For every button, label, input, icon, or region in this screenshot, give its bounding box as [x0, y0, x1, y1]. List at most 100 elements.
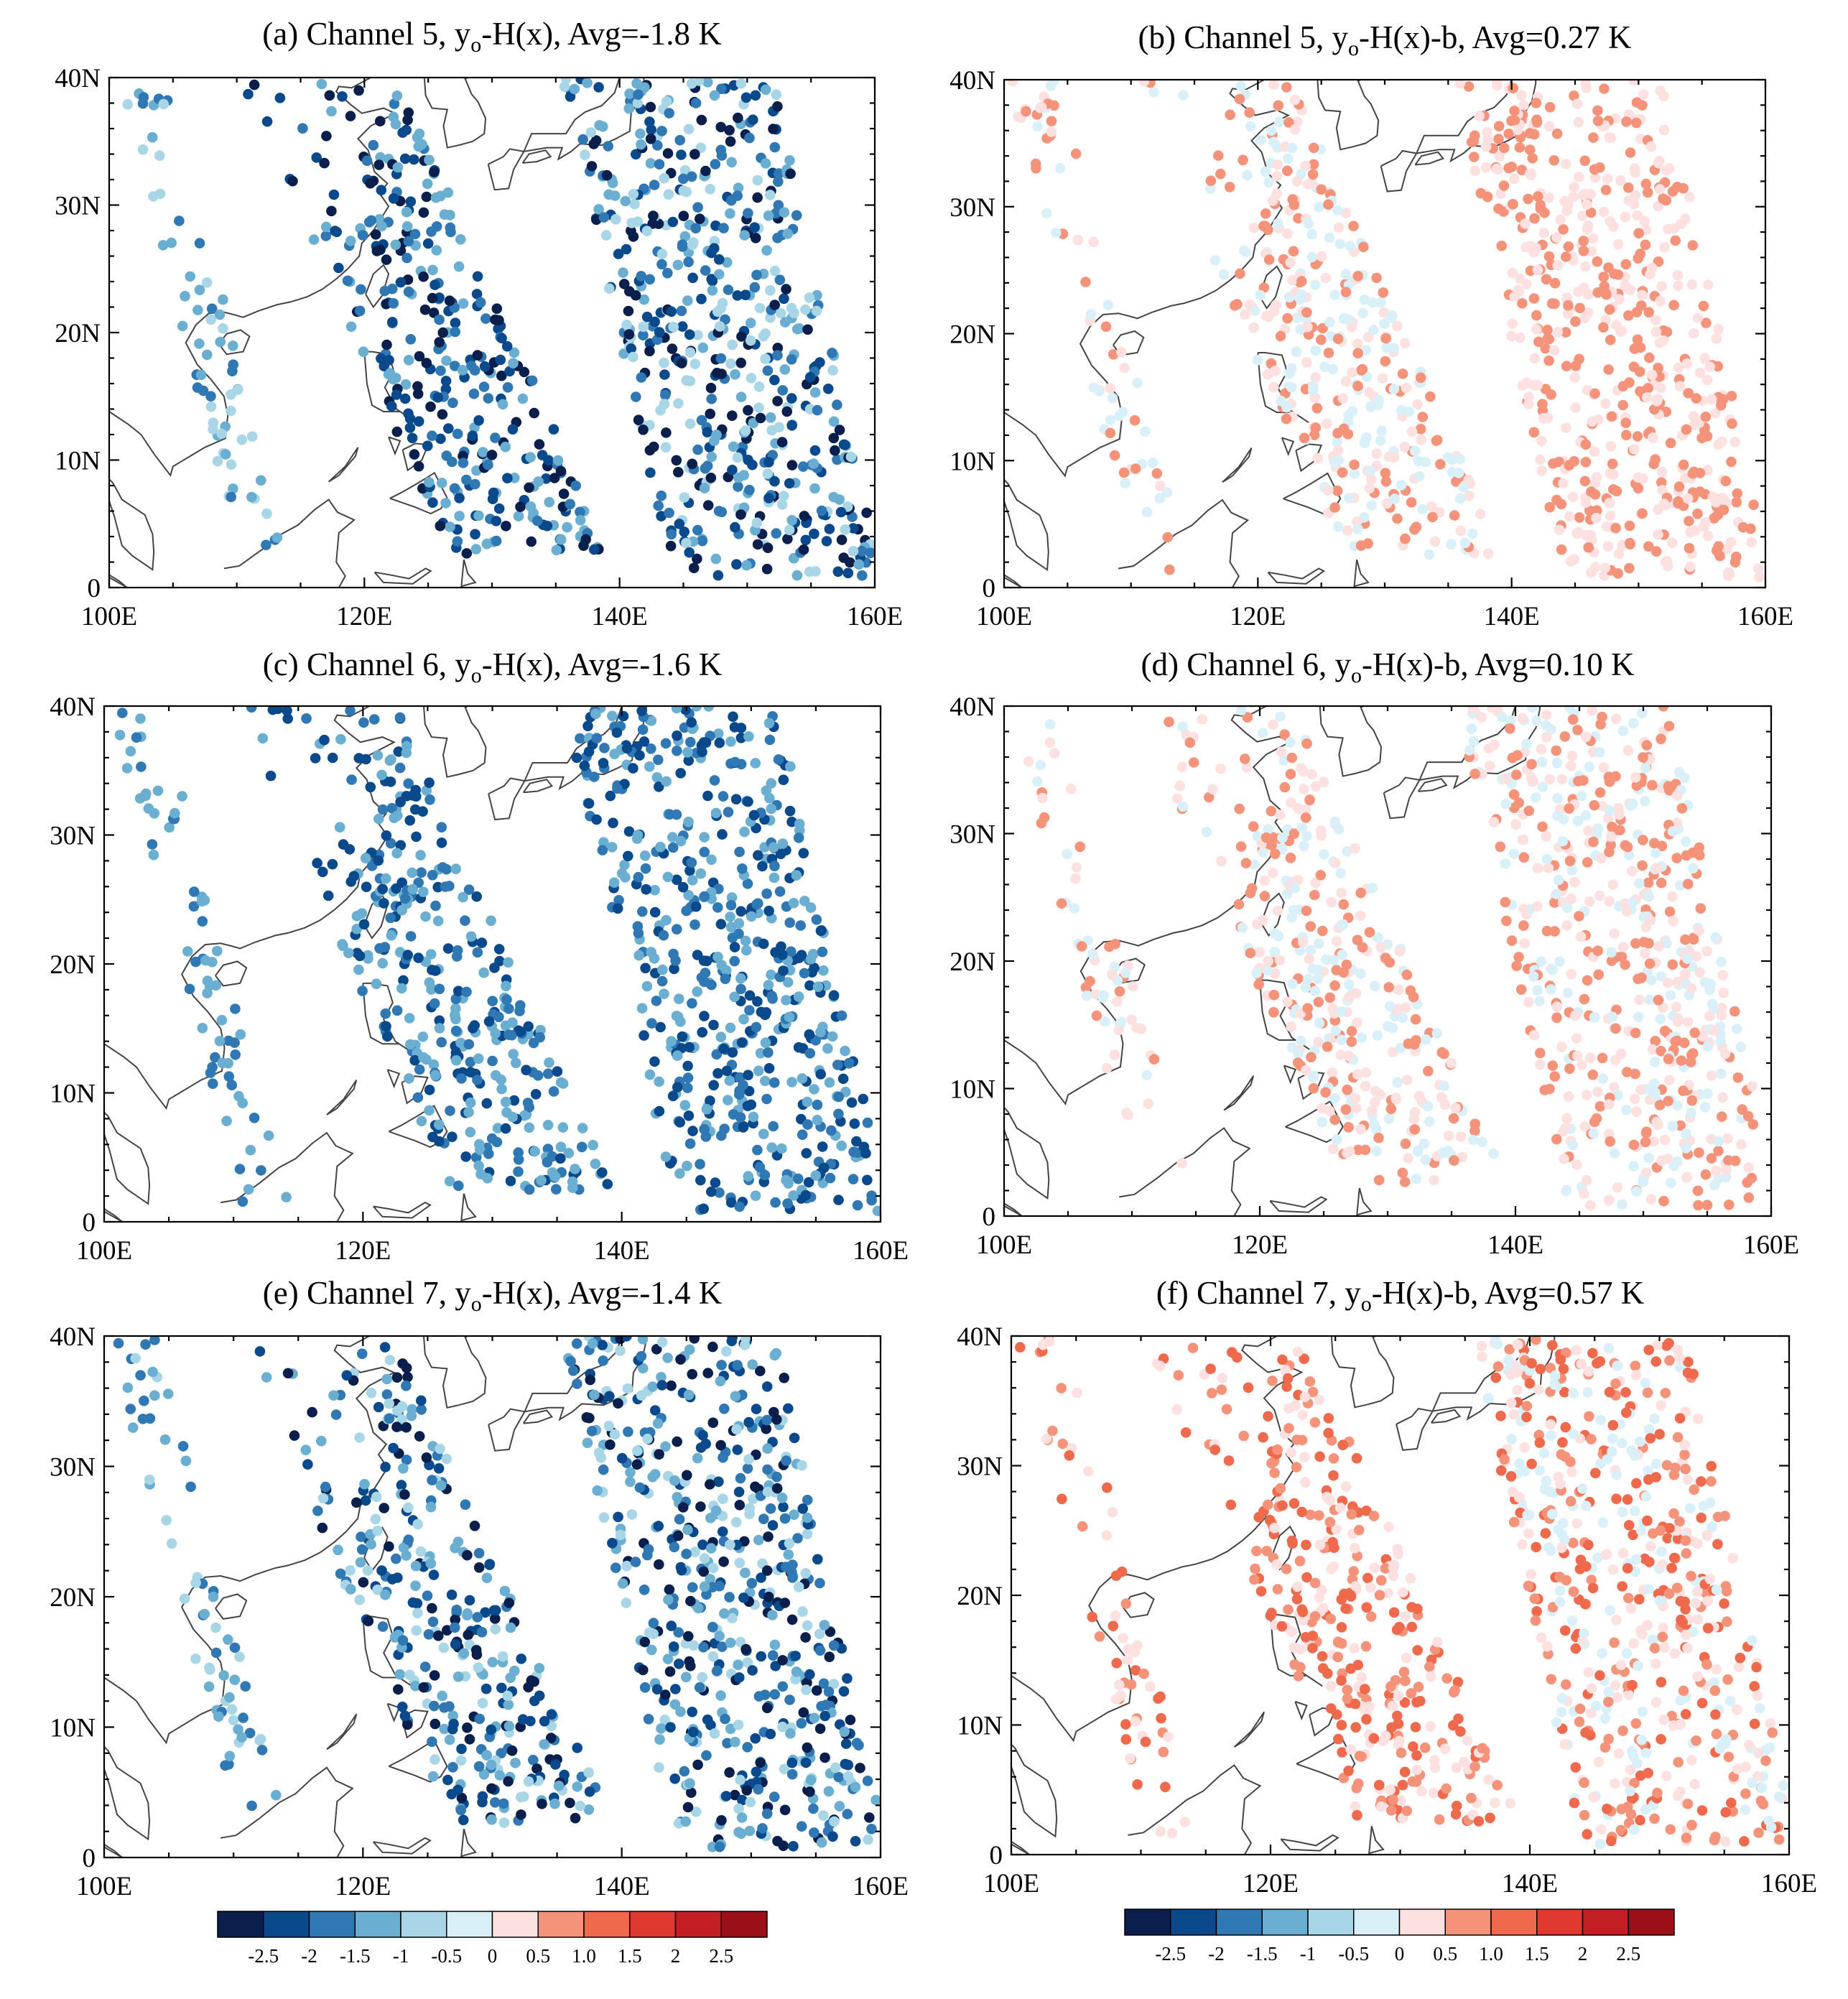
obs-dot: [411, 831, 422, 843]
obs-dot: [1050, 228, 1062, 238]
obs-dot: [1597, 1052, 1608, 1064]
obs-dot: [1648, 432, 1658, 443]
obs-dot: [750, 90, 761, 101]
obs-dot: [834, 425, 845, 435]
obs-dot: [1699, 521, 1709, 532]
obs-dot: [1328, 1144, 1339, 1154]
obs-dot: [569, 83, 580, 95]
obs-dot: [1306, 178, 1317, 189]
obs-dot: [1656, 1155, 1667, 1167]
obs-dot: [565, 498, 575, 510]
obs-dot: [778, 965, 789, 976]
obs-dot: [529, 1146, 540, 1157]
obs-dot: [539, 1716, 550, 1727]
obs-dot: [725, 1723, 736, 1735]
obs-dot: [682, 1060, 693, 1072]
obs-dot: [633, 414, 644, 425]
obs-dot: [1321, 954, 1332, 965]
obs-dot: [1570, 316, 1581, 328]
obs-dot: [828, 432, 840, 444]
obs-dot: [317, 1522, 328, 1534]
obs-dot: [735, 357, 746, 368]
obs-dot: [1676, 1055, 1687, 1066]
obs-dot: [1313, 1036, 1324, 1048]
obs-dot: [1562, 902, 1573, 914]
obs-dot: [779, 1513, 791, 1524]
obs-dot: [1332, 445, 1344, 456]
obs-dot: [1397, 368, 1408, 379]
obs-dot: [1643, 541, 1654, 552]
obs-dot: [170, 807, 180, 819]
obs-dot: [1329, 1093, 1340, 1104]
obs-dot: [1087, 1611, 1098, 1623]
obs-dot: [1056, 1383, 1067, 1393]
obs-dot: [429, 167, 440, 177]
obs-dot: [628, 189, 639, 200]
obs-dot: [1136, 1024, 1147, 1034]
obs-dot: [1578, 236, 1589, 246]
obs-dot: [639, 1030, 649, 1041]
obs-dot: [1631, 1106, 1642, 1117]
obs-dot: [1023, 756, 1034, 767]
obs-dot: [679, 164, 691, 176]
obs-dot: [656, 126, 667, 136]
obs-dot: [783, 1403, 794, 1414]
obs-dot: [524, 1122, 535, 1133]
obs-dot: [647, 218, 658, 229]
obs-dot: [1273, 116, 1285, 128]
obs-dot: [1323, 348, 1334, 358]
obs-dot: [1381, 498, 1393, 509]
obs-dot: [814, 1645, 826, 1656]
obs-dot: [658, 929, 669, 941]
obs-dot: [1289, 882, 1301, 894]
obs-dot: [442, 187, 454, 198]
obs-dot: [388, 298, 399, 309]
y-tick-label: 30N: [50, 1453, 96, 1483]
obs-dot: [1105, 383, 1116, 394]
obs-dot: [743, 1070, 753, 1080]
obs-dot: [1551, 128, 1563, 139]
obs-dot: [473, 1761, 485, 1772]
obs-dot: [1286, 381, 1297, 393]
obs-dot: [1291, 176, 1303, 187]
obs-dot: [1281, 413, 1292, 425]
obs-dot: [1572, 725, 1583, 736]
obs-dot: [687, 272, 698, 284]
obs-dot: [800, 534, 812, 546]
obs-dot: [760, 353, 771, 365]
obs-dot: [429, 1670, 440, 1681]
obs-dot: [604, 1391, 615, 1402]
obs-dot: [1529, 380, 1540, 391]
obs-dot: [1628, 80, 1639, 86]
obs-dot: [864, 1812, 875, 1823]
obs-dot: [381, 254, 392, 265]
obs-dot: [501, 521, 511, 532]
obs-dot: [1101, 1530, 1113, 1541]
obs-dot: [216, 1015, 228, 1026]
obs-dot: [750, 233, 761, 244]
obs-dot: [1120, 1598, 1132, 1609]
obs-dot: [716, 150, 728, 161]
obs-dot: [769, 142, 781, 153]
obs-dot: [1653, 529, 1663, 540]
obs-dot: [739, 1340, 751, 1350]
obs-dot: [674, 1513, 685, 1525]
obs-dot: [1132, 1640, 1143, 1651]
obs-dot: [1409, 1124, 1421, 1135]
obs-dot: [672, 1082, 683, 1093]
obs-dot: [1570, 402, 1581, 413]
obs-dot: [1332, 521, 1344, 532]
obs-dot: [1611, 713, 1622, 724]
obs-dot: [563, 1148, 575, 1159]
obs-dot: [626, 226, 636, 236]
obs-dot: [766, 1142, 777, 1153]
obs-dot: [1431, 1028, 1443, 1039]
obs-dot: [1542, 325, 1553, 335]
obs-dot: [131, 732, 142, 743]
obs-dot: [1340, 1104, 1352, 1115]
obs-dot: [358, 1577, 369, 1588]
obs-dot: [1581, 810, 1592, 821]
obs-dot: [798, 544, 809, 555]
obs-dot: [715, 1690, 726, 1701]
obs-dot: [861, 507, 872, 519]
